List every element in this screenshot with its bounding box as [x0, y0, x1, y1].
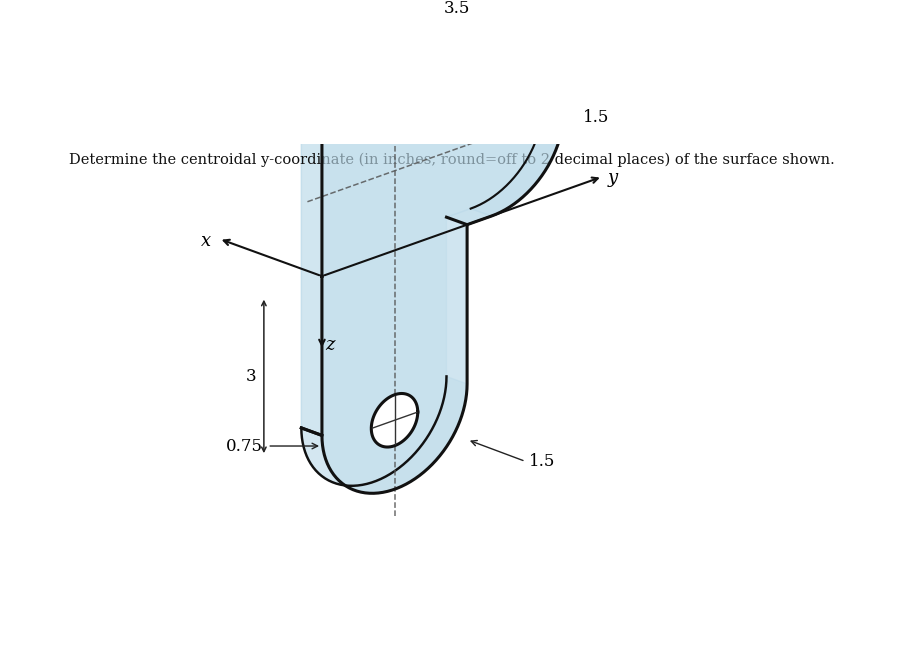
Polygon shape [301, 46, 543, 486]
Text: x: x [201, 232, 211, 251]
Text: Determine the centroidal y-coordinate (in inches, round=off to 2 decimal places): Determine the centroidal y-coordinate (i… [69, 153, 833, 167]
Polygon shape [470, 46, 563, 216]
Polygon shape [301, 376, 466, 493]
Text: 3.5: 3.5 [444, 0, 470, 16]
Text: z: z [325, 336, 335, 354]
Polygon shape [371, 393, 418, 447]
Polygon shape [446, 209, 491, 224]
Text: 0.75: 0.75 [226, 438, 262, 455]
Polygon shape [322, 53, 563, 493]
Text: 3: 3 [246, 368, 256, 385]
Text: y: y [607, 169, 617, 187]
Polygon shape [301, 110, 322, 436]
Text: 1.5: 1.5 [582, 109, 608, 125]
Text: 1.5: 1.5 [529, 453, 555, 470]
